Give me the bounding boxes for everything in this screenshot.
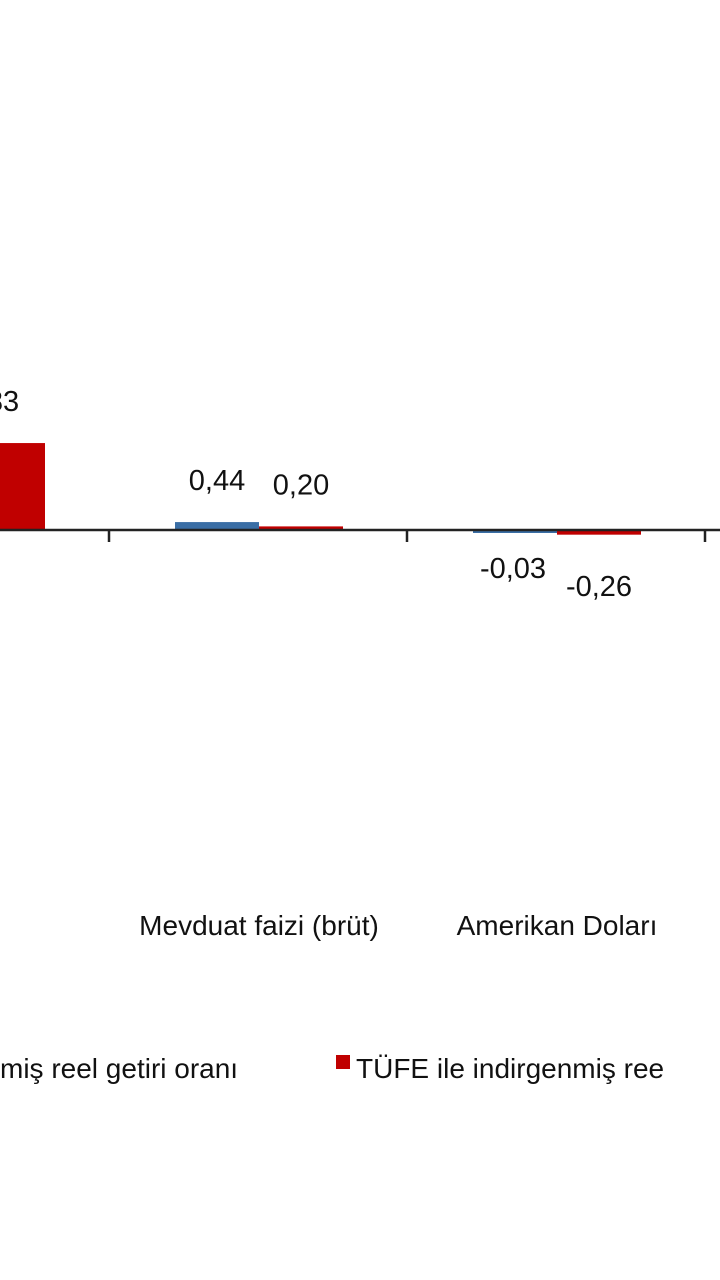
legend-label: miş reel getiri oranı <box>0 1053 238 1084</box>
legend-swatch <box>336 1055 350 1069</box>
bar <box>473 530 557 533</box>
bar <box>557 530 641 535</box>
bars-group <box>0 443 641 535</box>
legend-label: TÜFE ile indirgenmiş ree <box>356 1053 664 1084</box>
bar <box>0 443 45 530</box>
data-label: 0,44 <box>189 465 245 497</box>
legend: miş reel getiri oranı TÜFE ile indirgenmi… <box>0 1053 664 1084</box>
bar <box>259 526 343 530</box>
category-label: Mevduat faizi (brüt) <box>139 910 379 941</box>
data-label: -0,03 <box>480 553 546 585</box>
category-labels-group: Mevduat faizi (brüt) Amerikan Doları <box>139 910 657 941</box>
bar <box>175 522 259 530</box>
data-label: -0,26 <box>566 571 632 603</box>
data-label: 0,20 <box>273 469 329 501</box>
x-axis-ticks <box>107 530 707 542</box>
data-label: 83 <box>0 386 19 418</box>
data-labels-group: 83 0,44 0,20 -0,03 -0,26 <box>0 386 632 603</box>
category-label: Amerikan Doları <box>457 910 658 941</box>
